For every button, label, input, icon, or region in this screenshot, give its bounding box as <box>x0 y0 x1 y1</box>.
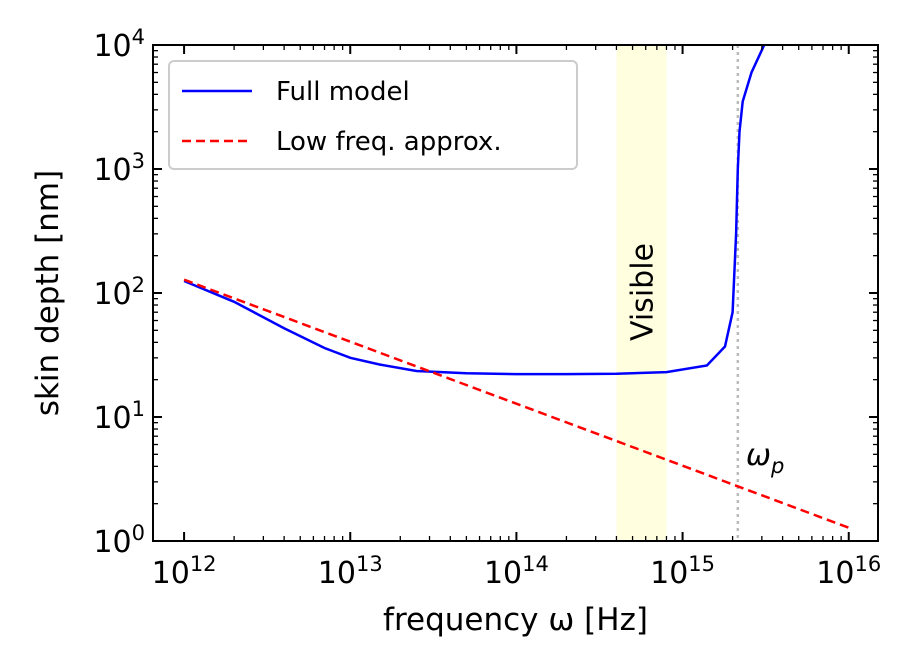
visible-band <box>616 45 667 541</box>
y-tick-label: 104 <box>93 25 145 64</box>
x-tick-label-base: 10 <box>152 556 190 591</box>
series-low-freq-approx-line <box>183 278 850 529</box>
tick-marks <box>153 44 878 542</box>
legend: Full model Low freq. approx. <box>168 60 578 170</box>
x-tick-label-base: 10 <box>650 556 688 591</box>
x-tick-labels: 1012 1013 1014 1015 1016 <box>152 552 882 591</box>
y-tick-label-base: 10 <box>93 525 131 560</box>
series-group <box>183 45 850 529</box>
plasma-frequency-symbol: ω <box>746 438 771 473</box>
y-tick-label-base: 10 <box>93 277 131 312</box>
x-tick-label-base: 10 <box>484 556 522 591</box>
y-tick-label-base: 10 <box>93 401 131 436</box>
x-tick-label-exponent: 16 <box>854 552 881 576</box>
visible-band-label: Visible <box>625 243 660 341</box>
y-tick-label: 102 <box>93 273 145 312</box>
y-tick-label-base: 10 <box>93 153 131 188</box>
legend-label-full-model: Full model <box>276 77 410 107</box>
visible-band-area <box>616 45 667 541</box>
x-tick-label-exponent: 15 <box>688 552 715 576</box>
series-full-model-line <box>183 45 766 376</box>
y-tick-label: 103 <box>93 149 145 188</box>
x-tick-label-base: 10 <box>816 556 854 591</box>
x-tick-label: 1012 <box>152 552 217 591</box>
x-tick-label-base: 10 <box>318 556 356 591</box>
legend-box <box>168 60 578 170</box>
y-axis-label: skin depth [nm] <box>30 170 66 416</box>
x-tick-label: 1015 <box>650 552 715 591</box>
y-tick-label-exponent: 0 <box>132 521 145 545</box>
y-tick-label-exponent: 4 <box>132 25 145 49</box>
plasma-frequency-label: ωp <box>746 438 784 478</box>
y-tick-label-base: 10 <box>93 29 131 64</box>
y-tick-label-exponent: 2 <box>132 273 145 297</box>
x-tick-label-exponent: 14 <box>522 552 549 576</box>
x-tick-label-exponent: 13 <box>356 552 383 576</box>
y-tick-label: 101 <box>93 397 145 436</box>
x-tick-label-exponent: 12 <box>190 552 217 576</box>
x-tick-label: 1013 <box>318 552 383 591</box>
legend-label-low-freq-approx: Low freq. approx. <box>276 127 502 157</box>
plasma-frequency-subscript: p <box>770 454 784 478</box>
y-tick-label-exponent: 3 <box>132 149 145 173</box>
y-tick-label-exponent: 1 <box>132 397 145 421</box>
x-tick-label: 1016 <box>816 552 881 591</box>
y-tick-label: 100 <box>93 521 145 560</box>
x-axis-label: frequency ω [Hz] <box>383 602 648 638</box>
x-tick-label: 1014 <box>484 552 549 591</box>
